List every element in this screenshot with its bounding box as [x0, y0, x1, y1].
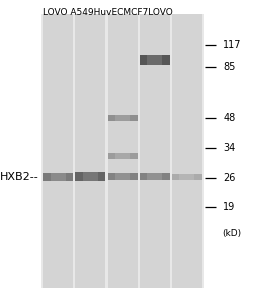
Text: 85: 85 — [223, 62, 236, 72]
Text: 34: 34 — [223, 143, 235, 153]
Bar — [115, 153, 130, 159]
Bar — [51, 173, 66, 181]
Bar — [108, 115, 138, 121]
Text: 117: 117 — [223, 40, 242, 50]
Bar — [172, 174, 202, 180]
Bar — [115, 173, 130, 180]
Bar — [43, 173, 73, 181]
Bar — [172, 14, 202, 288]
Bar — [83, 172, 98, 181]
Bar — [75, 14, 106, 288]
Bar — [43, 14, 73, 288]
Text: 19: 19 — [223, 202, 235, 212]
Bar — [147, 55, 162, 65]
Bar — [108, 173, 138, 180]
Bar — [179, 174, 194, 180]
Bar — [147, 173, 162, 180]
Bar — [108, 153, 138, 159]
Bar — [115, 115, 130, 121]
Bar — [75, 172, 106, 181]
Bar — [140, 173, 170, 180]
Bar — [41, 14, 204, 288]
Text: HXB2--: HXB2-- — [0, 172, 39, 182]
Bar — [140, 55, 170, 65]
Bar — [108, 14, 138, 288]
Bar — [140, 14, 170, 288]
Text: LOVO A549HuvECMCF7LOVO: LOVO A549HuvECMCF7LOVO — [44, 8, 173, 17]
Text: (kD): (kD) — [222, 229, 241, 238]
Text: 48: 48 — [223, 113, 235, 123]
Text: 26: 26 — [223, 173, 236, 183]
